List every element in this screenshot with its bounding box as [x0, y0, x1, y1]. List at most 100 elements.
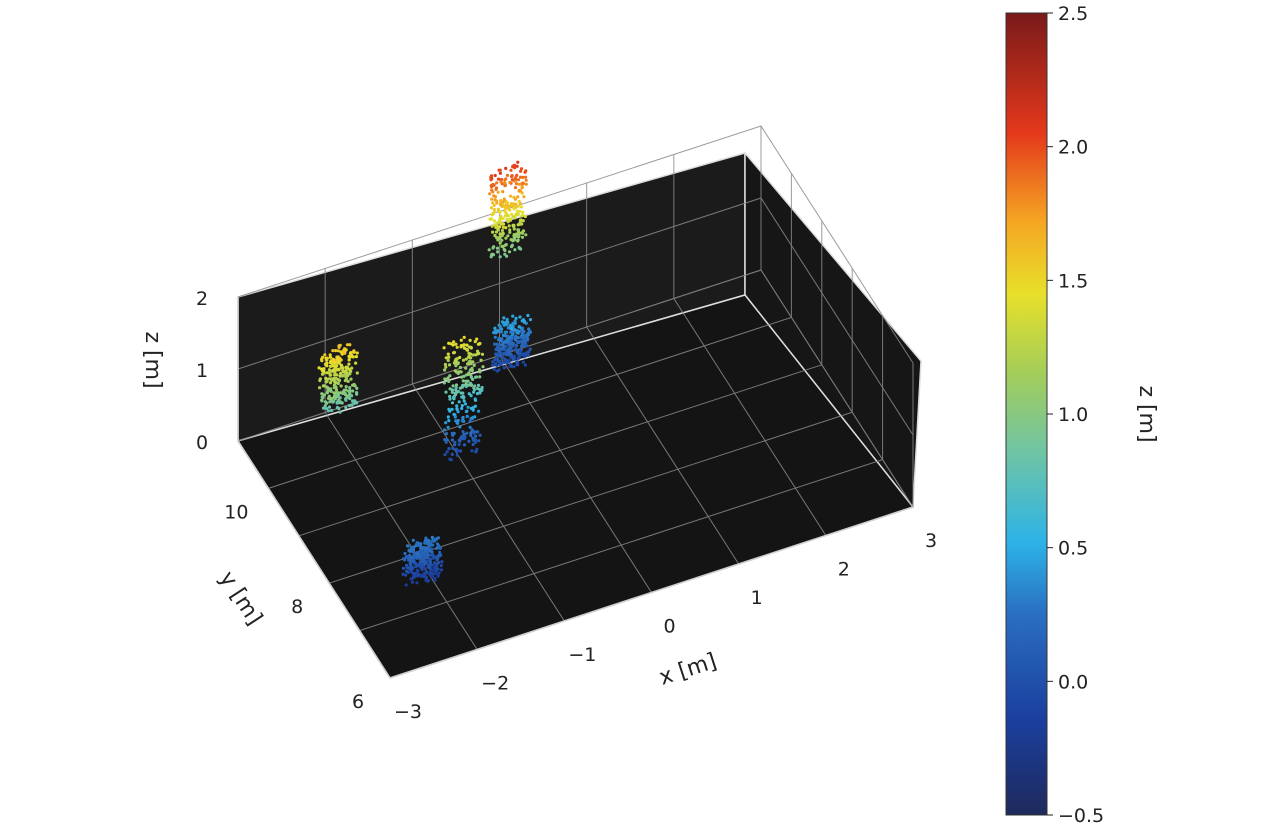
- grid-line-z: [237, 269, 914, 508]
- data-point: [325, 401, 329, 405]
- data-point: [498, 232, 502, 236]
- data-point: [462, 443, 467, 447]
- data-point: [332, 391, 336, 395]
- data-point: [451, 384, 455, 388]
- data-point: [509, 238, 513, 242]
- data-point: [447, 379, 451, 383]
- data-point: [513, 176, 518, 180]
- data-point: [401, 572, 405, 576]
- data-point: [519, 335, 523, 339]
- data-point: [504, 320, 508, 324]
- data-point: [437, 560, 441, 565]
- data-point: [430, 550, 434, 554]
- data-point: [514, 316, 518, 320]
- data-point: [477, 409, 481, 413]
- data-point: [332, 386, 336, 390]
- data-point: [516, 336, 520, 340]
- data-point: [444, 356, 448, 360]
- data-point: [509, 326, 514, 330]
- data-point: [467, 392, 471, 396]
- data-point: [450, 401, 455, 405]
- data-point: [435, 558, 439, 562]
- data-point: [515, 344, 519, 348]
- data-point: [476, 430, 480, 434]
- data-point: [426, 563, 431, 567]
- data-point: [520, 184, 524, 189]
- data-point: [469, 356, 473, 360]
- data-point: [416, 574, 420, 578]
- data-point: [447, 447, 451, 451]
- data-point: [516, 195, 520, 199]
- data-point: [498, 255, 502, 259]
- data-point: [522, 355, 527, 359]
- data-point: [443, 368, 447, 372]
- data-point: [447, 355, 451, 359]
- y-tick-label: 8: [291, 596, 303, 618]
- data-point: [457, 400, 461, 404]
- data-point: [423, 539, 427, 543]
- data-point: [437, 545, 441, 549]
- data-point: [339, 384, 343, 388]
- data-point: [500, 320, 505, 324]
- data-point: [506, 353, 510, 357]
- data-point: [502, 316, 506, 320]
- data-point: [505, 173, 510, 177]
- x-tick-label: −1: [568, 644, 596, 666]
- data-point: [474, 440, 478, 444]
- data-point: [448, 409, 452, 413]
- data-point: [490, 224, 494, 228]
- data-point: [490, 363, 495, 367]
- data-point: [429, 543, 433, 547]
- data-point: [505, 201, 510, 205]
- data-point: [497, 348, 501, 352]
- data-point: [496, 207, 500, 211]
- data-point: [439, 564, 443, 568]
- data-point: [505, 317, 509, 322]
- data-point: [338, 410, 342, 414]
- data-point: [496, 329, 500, 333]
- data-point: [422, 572, 426, 576]
- data-point: [410, 580, 414, 584]
- data-point: [489, 255, 493, 259]
- data-point: [338, 343, 342, 347]
- data-point: [499, 351, 503, 355]
- data-point: [342, 350, 346, 354]
- data-point: [324, 376, 328, 380]
- data-point: [426, 553, 430, 557]
- data-point: [512, 354, 517, 359]
- data-point: [497, 220, 501, 224]
- data-point: [494, 235, 498, 239]
- data-point: [504, 344, 508, 348]
- data-point: [422, 545, 426, 550]
- data-point: [496, 250, 500, 254]
- data-point: [350, 366, 354, 370]
- data-point: [454, 342, 458, 346]
- data-point: [415, 568, 419, 572]
- data-point: [517, 234, 521, 238]
- data-point: [423, 541, 427, 545]
- data-point: [338, 356, 342, 360]
- data-point: [497, 336, 501, 340]
- data-point: [450, 390, 454, 394]
- data-point: [435, 566, 439, 571]
- data-point: [502, 222, 506, 226]
- data-point: [520, 222, 524, 226]
- data-point: [444, 390, 448, 394]
- data-point: [492, 219, 497, 223]
- data-point: [328, 355, 333, 359]
- data-point: [511, 342, 515, 346]
- grid-line-z: [237, 197, 914, 436]
- data-point: [451, 446, 455, 450]
- data-point: [513, 197, 518, 201]
- colorbar-gradient: [1005, 12, 1048, 816]
- data-point: [464, 366, 468, 370]
- data-point: [495, 246, 500, 250]
- data-point: [476, 342, 481, 346]
- data-point: [428, 571, 432, 575]
- data-point: [321, 355, 325, 359]
- data-point: [493, 173, 497, 178]
- data-point: [520, 352, 525, 357]
- z-axis-label: z [m]: [140, 331, 165, 388]
- data-point: [516, 178, 521, 182]
- data-point: [503, 210, 507, 214]
